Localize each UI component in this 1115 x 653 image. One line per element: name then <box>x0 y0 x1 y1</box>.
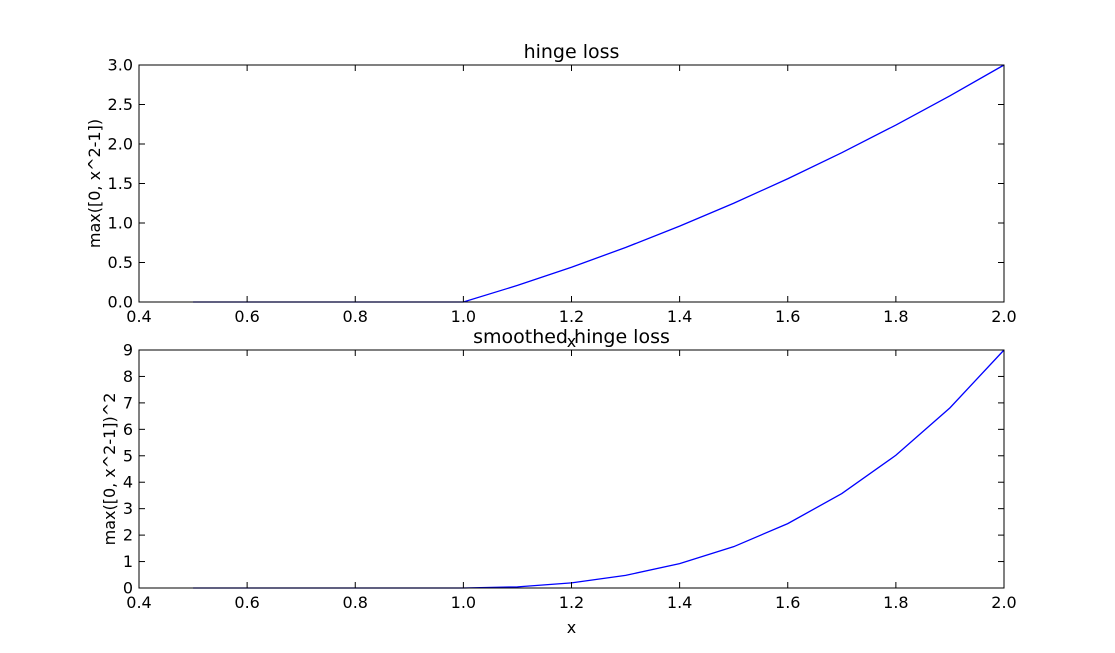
x-tick-label: 0.8 <box>343 307 368 326</box>
chart-title: smoothed hinge loss <box>473 326 670 348</box>
y-tick-label: 3 <box>123 499 133 518</box>
x-tick-label: 0.6 <box>234 593 259 612</box>
x-tick-label: 1.6 <box>775 307 800 326</box>
x-tick-label: 0.8 <box>343 593 368 612</box>
x-tick-label: 1.8 <box>883 307 908 326</box>
x-tick-label: 0.6 <box>234 307 259 326</box>
y-tick-label: 3.0 <box>108 56 133 75</box>
y-tick-label: 8 <box>123 367 133 386</box>
y-tick-label: 2 <box>123 526 133 545</box>
y-axis-label: max([0, x^2-1])^2 <box>100 393 119 546</box>
x-tick-label: 1.6 <box>775 593 800 612</box>
y-axis-label: max([0, x^2-1]) <box>85 119 104 248</box>
y-tick-label: 7 <box>123 393 133 412</box>
y-tick-label: 4 <box>123 473 133 492</box>
y-tick-label: 1 <box>123 552 133 571</box>
x-axis-label: x <box>567 618 576 637</box>
y-tick-label: 1.0 <box>108 214 133 233</box>
subplot-2: 0.4 0.6 0.8 1.0 1.2 1.4 1.6 1.8 2.0 0 1 2 3 4 5 6 7 8 9 smo… <box>100 326 1017 637</box>
y-tick-label: 2.5 <box>108 95 133 114</box>
x-tick-label: 1.0 <box>451 307 476 326</box>
y-tick-label: 0 <box>123 579 133 598</box>
x-axis-label: x <box>567 332 576 351</box>
y-tick-label: 0.5 <box>108 253 133 272</box>
x-tick-label: 1.4 <box>667 307 692 326</box>
x-tick-label: 1.2 <box>559 307 584 326</box>
y-tick-label: 2.0 <box>108 135 133 154</box>
y-tick-label: 1.5 <box>108 174 133 193</box>
x-tick-label: 2.0 <box>991 307 1016 326</box>
chart-title: hinge loss <box>524 41 620 63</box>
y-tick-label: 6 <box>123 420 133 439</box>
x-tick-label: 1.2 <box>559 593 584 612</box>
y-tick-label: 0.0 <box>108 293 133 312</box>
x-tick-label: 1.4 <box>667 593 692 612</box>
y-tick-label: 9 <box>123 341 133 360</box>
y-tick-label: 5 <box>123 446 133 465</box>
x-tick-label: 1.0 <box>451 593 476 612</box>
x-tick-label: 0.4 <box>126 307 151 326</box>
subplots: 0.4 0.6 0.8 1.0 1.2 1.4 1.6 1.8 2.0 0.0 0.5 1.0 1.5 2… <box>85 41 1017 637</box>
x-tick-label: 0.4 <box>126 593 151 612</box>
x-tick-label: 1.8 <box>883 593 908 612</box>
x-tick-label: 2.0 <box>991 593 1016 612</box>
subplot-1: 0.4 0.6 0.8 1.0 1.2 1.4 1.6 1.8 2.0 0.0 0.5 1.0 1.5 2… <box>85 41 1017 351</box>
